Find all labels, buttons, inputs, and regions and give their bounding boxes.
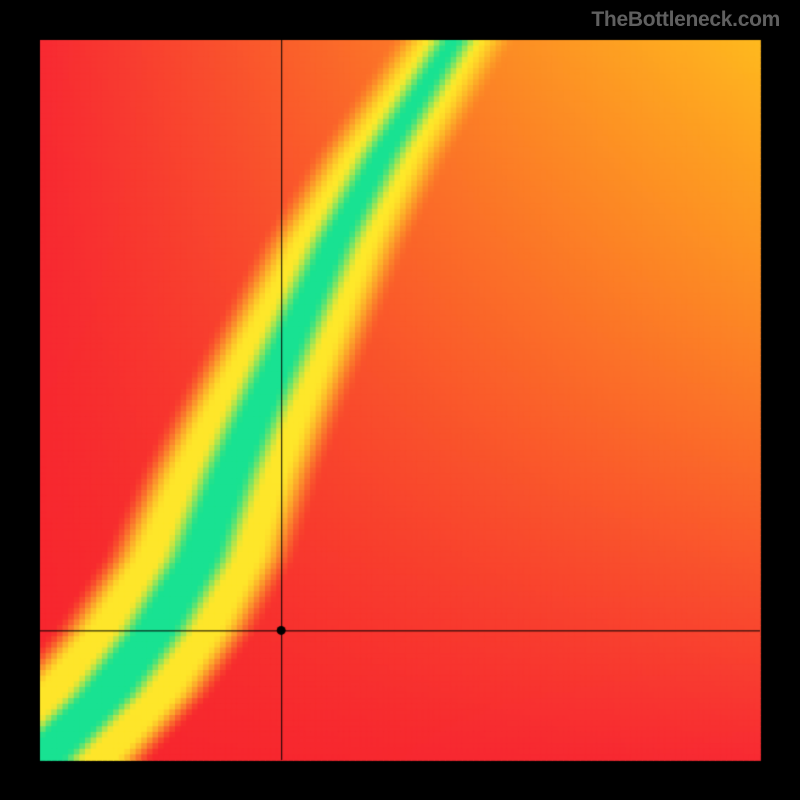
attribution-label: TheBottleneck.com <box>591 8 780 32</box>
heatmap-canvas <box>0 0 800 800</box>
chart-container: TheBottleneck.com <box>0 0 800 800</box>
